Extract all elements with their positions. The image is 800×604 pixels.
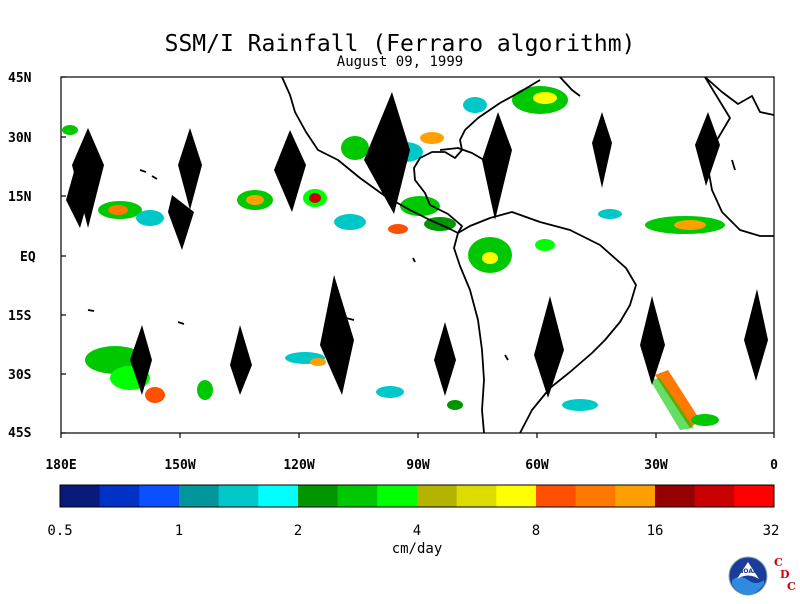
colorbar-label-4: 4 xyxy=(413,523,421,539)
noaa-cdc-logo: NOAA C D C xyxy=(728,552,800,600)
colorbar-swatch xyxy=(99,485,140,507)
colorbar xyxy=(59,484,775,508)
y-label-15s: 15S xyxy=(8,309,32,324)
y-label-eq: EQ xyxy=(20,250,36,265)
colorbar-swatch xyxy=(337,485,378,507)
y-label-30n: 30N xyxy=(8,131,32,146)
colorbar-swatch xyxy=(139,485,180,507)
colorbar-frame xyxy=(59,484,775,508)
y-axis-labels: 45N 30N 15N EQ 15S 30S 45S xyxy=(8,71,36,441)
x-label-150w: 150W xyxy=(164,458,195,473)
colorbar-swatch xyxy=(179,485,220,507)
colorbar-swatch xyxy=(218,485,259,507)
logo-letter-c2: C xyxy=(787,580,796,593)
colorbar-swatch xyxy=(258,485,299,507)
x-label-120w: 120W xyxy=(283,458,314,473)
noaa-logo-text: NOAA xyxy=(738,568,758,575)
x-label-30w: 30W xyxy=(644,458,668,473)
map-date: August 09, 1999 xyxy=(336,54,464,70)
x-label-180e: 180E xyxy=(45,458,76,473)
colorbar-units: cm/day xyxy=(391,541,443,557)
colorbar-swatch xyxy=(298,485,339,507)
colorbar-swatch xyxy=(655,485,696,507)
colorbar-swatch xyxy=(734,485,775,507)
colorbar-label-2: 2 xyxy=(294,523,302,539)
logo-letter-d: D xyxy=(780,568,790,581)
colorbar-label-32: 32 xyxy=(763,523,780,539)
colorbar-swatch xyxy=(377,485,418,507)
noaa-logo-icon: NOAA C D C xyxy=(728,556,796,596)
colorbar-swatch xyxy=(536,485,577,507)
colorbar-labels: 0.5 1 2 4 8 16 32 xyxy=(47,523,779,539)
colorbar-label-8: 8 xyxy=(532,523,540,539)
colorbar-swatch xyxy=(417,485,458,507)
colorbar-label-0-5: 0.5 xyxy=(47,523,72,539)
colorbar-label-16: 16 xyxy=(647,523,664,539)
no-data-gaps xyxy=(66,92,768,398)
colorbar-swatch xyxy=(456,485,497,507)
colorbar-swatch xyxy=(694,485,735,507)
x-label-90w: 90W xyxy=(406,458,430,473)
map-title: SSM/I Rainfall (Ferraro algorithm) xyxy=(164,31,636,57)
x-label-60w: 60W xyxy=(525,458,549,473)
y-label-45s: 45S xyxy=(8,426,32,441)
y-label-45n: 45N xyxy=(8,71,32,86)
colorbar-swatch xyxy=(496,485,537,507)
colorbar-swatch xyxy=(60,485,101,507)
y-label-15n: 15N xyxy=(8,190,32,205)
coastlines xyxy=(87,77,774,433)
logo-letter-c1: C xyxy=(774,556,783,569)
colorbar-label-1: 1 xyxy=(175,523,183,539)
x-axis-labels: 180E 150W 120W 90W 60W 30W 0 xyxy=(45,458,778,473)
colorbar-swatch xyxy=(615,485,656,507)
x-label-0: 0 xyxy=(770,458,778,473)
map-plot-area xyxy=(62,77,774,433)
colorbar-swatch xyxy=(575,485,616,507)
y-label-30s: 30S xyxy=(8,368,32,383)
axis-ticks xyxy=(60,76,775,438)
